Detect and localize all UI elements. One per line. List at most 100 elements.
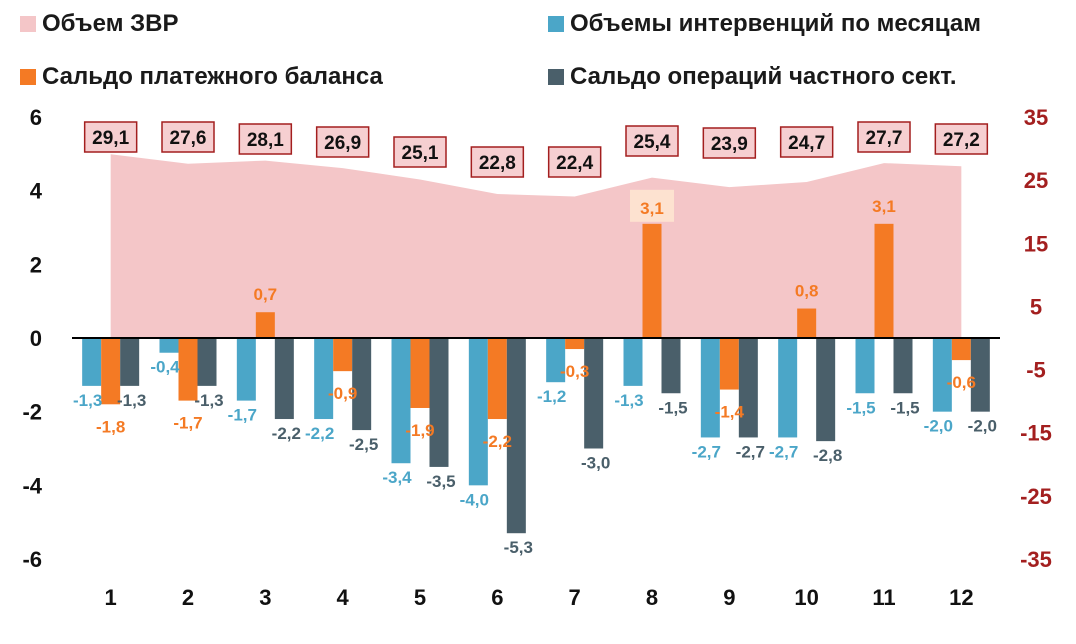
legend-label-reserves: Объем ЗВР — [42, 10, 179, 37]
bar-s1-m11 — [874, 223, 894, 338]
y-left-tick-label: -4 — [22, 473, 42, 498]
bar-data-label-s0: -1,7 — [228, 406, 257, 425]
reserves-data-label: 25,1 — [402, 143, 439, 164]
bar-s1-m7 — [565, 338, 585, 350]
x-tick-label: 2 — [182, 585, 194, 610]
bar-s2-m3 — [274, 338, 294, 420]
bar-data-label-s1: -1,4 — [715, 403, 745, 422]
bar-data-label-s0: -3,4 — [382, 468, 412, 487]
bar-s0-m7 — [546, 338, 566, 383]
bar-data-label-s0: -0,4 — [150, 358, 180, 377]
x-tick-label: 10 — [794, 585, 818, 610]
bar-data-label-s0: -1,2 — [537, 387, 566, 406]
legend-item-balance: Сальдо платежного баланса — [20, 63, 383, 91]
reserves-label-box — [857, 121, 911, 153]
bar-s0-m9 — [700, 338, 720, 438]
bar-s0-m5 — [391, 338, 411, 464]
bar-s0-m3 — [236, 338, 256, 401]
legend-item-reserves: Объем ЗВР — [20, 10, 179, 38]
reserves-label-box — [702, 127, 757, 159]
y-right-tick-label: -35 — [1020, 547, 1052, 572]
bar-data-label-s2: -2,7 — [736, 442, 765, 461]
bar-data-label-s1: -0,3 — [560, 362, 589, 381]
y-right-tick-label: -15 — [1020, 421, 1052, 446]
x-tick-label: 7 — [569, 585, 581, 610]
reserves-data-label: 25,4 — [634, 132, 671, 153]
bar-data-label-s2: -3,0 — [581, 454, 610, 473]
y-left-tick-label: -6 — [22, 547, 42, 572]
bar-data-label-s0: -2,2 — [305, 424, 334, 443]
y-left-tick-label: 4 — [30, 179, 43, 204]
bar-s2-m2 — [197, 338, 217, 386]
reserves-data-label: 22,8 — [479, 153, 516, 174]
bar-data-label-s0: -2,0 — [924, 417, 953, 436]
bar-s0-m8 — [623, 338, 643, 386]
bar-s2-m9 — [738, 338, 758, 438]
bar-s2-m5 — [429, 338, 449, 467]
bar-s1-m5 — [410, 338, 430, 408]
reserves-data-label: 27,2 — [943, 130, 980, 151]
bar-s0-m12 — [932, 338, 952, 412]
bar-data-label-s2: -5,3 — [504, 538, 533, 557]
bar-data-label-s2: -1,3 — [194, 391, 223, 410]
y-left-tick-label: 0 — [30, 326, 42, 351]
reserves-label-box — [625, 125, 679, 157]
bar-data-label-s2: -2,0 — [968, 417, 997, 436]
reserves-label-box — [83, 121, 138, 153]
legend-swatch-private-sector — [548, 69, 564, 85]
y-left-tick-label: 2 — [30, 252, 42, 277]
legend-swatch-interventions — [548, 16, 564, 32]
reserves-data-label: 29,1 — [92, 128, 129, 149]
bar-s2-m4 — [352, 338, 372, 431]
x-tick-label: 9 — [723, 585, 735, 610]
bar-s1-m6 — [487, 338, 507, 420]
x-tick-label: 5 — [414, 585, 426, 610]
bar-s2-m8 — [661, 338, 681, 394]
bar-s1-m10 — [797, 308, 817, 338]
y-right-tick-label: -25 — [1020, 484, 1052, 509]
legend-label-interventions: Объемы интервенций по месяцам — [570, 10, 981, 37]
bar-data-label-s2: -2,2 — [272, 424, 301, 443]
bar-data-label-s0: -2,7 — [769, 442, 798, 461]
x-tick-label: 11 — [872, 585, 895, 610]
bar-s1-m2 — [178, 338, 198, 401]
legend-label-private-sector: Сальдо операций частного сект. — [570, 63, 957, 90]
bar-data-label-s1: -1,7 — [173, 414, 202, 433]
legend-label-balance: Сальдо платежного баланса — [42, 63, 383, 90]
x-tick-label: 1 — [105, 585, 117, 610]
bar-s2-m12 — [970, 338, 990, 412]
x-tick-label: 12 — [949, 585, 973, 610]
bar-data-label-s2: -2,8 — [813, 446, 842, 465]
x-tick-label: 4 — [337, 585, 350, 610]
reserves-area — [110, 154, 962, 338]
bar-data-label-s1: -1,9 — [405, 421, 434, 440]
reserves-label-box — [393, 136, 447, 168]
bar-s0-m4 — [314, 338, 334, 420]
reserves-data-label: 23,9 — [711, 134, 748, 155]
legend: Объем ЗВР Объемы интервенций по месяцам … — [0, 0, 1076, 110]
bar-s0-m6 — [468, 338, 488, 486]
bar-s0-m10 — [778, 338, 798, 438]
bar-s1-m12 — [951, 338, 971, 361]
y-right-tick-label: -5 — [1026, 358, 1046, 383]
y-right-tick-label: 35 — [1024, 105, 1048, 130]
bar-data-label-s2: -1,5 — [658, 398, 687, 417]
bar-data-label-s1: 0,8 — [795, 282, 819, 301]
bar-data-label-s0: -2,7 — [692, 442, 721, 461]
bar-s2-m11 — [893, 338, 913, 394]
bar-data-label-s1: 3,1 — [872, 197, 896, 216]
legend-swatch-reserves — [20, 16, 36, 32]
reserves-data-label: 22,4 — [556, 153, 593, 174]
bar-data-label-s1: 3,1 — [640, 199, 664, 218]
bar-s0-m2 — [159, 338, 179, 353]
bar-data-label-s1: -0,9 — [328, 384, 357, 403]
reserves-label-box — [315, 126, 370, 158]
y-left-tick-label: -2 — [22, 400, 42, 425]
bar-s1-m8 — [642, 223, 662, 338]
bar-data-label-s1: -1,8 — [96, 417, 125, 436]
bar-data-label-s0: -1,3 — [614, 391, 643, 410]
reserves-data-label: 26,9 — [324, 133, 361, 154]
reserves-label-box — [470, 146, 525, 178]
y-right-tick-label: 15 — [1024, 231, 1048, 256]
